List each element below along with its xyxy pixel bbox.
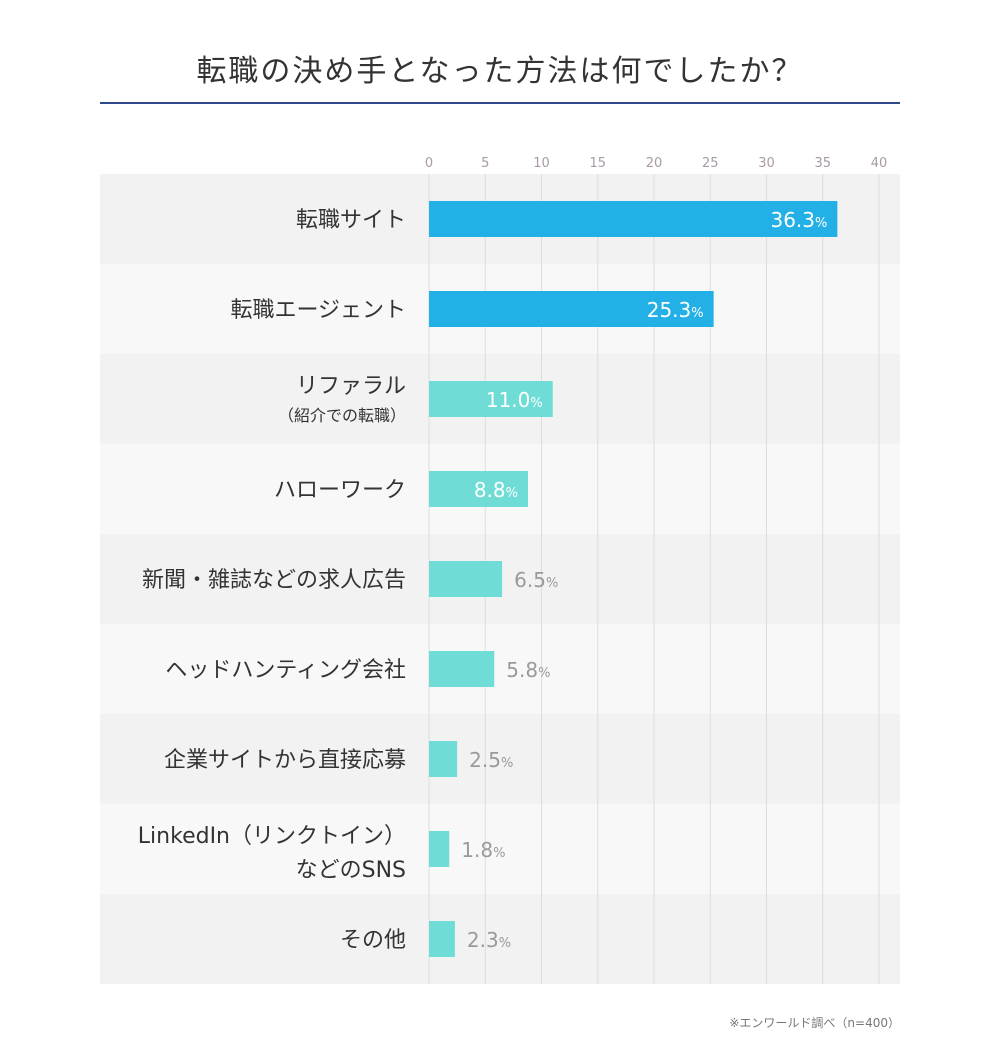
bar <box>429 831 450 867</box>
bar <box>429 561 503 597</box>
category-label: 転職エージェント <box>230 298 406 323</box>
bar <box>429 381 553 417</box>
category-label: （紹介での転職） <box>278 406 406 425</box>
x-tick-label: 5 <box>481 156 489 171</box>
title-underline <box>100 102 900 104</box>
x-tick-label: 20 <box>646 156 663 171</box>
x-tick-label: 35 <box>814 156 831 171</box>
bar <box>429 291 714 327</box>
bar <box>429 921 455 957</box>
x-tick-label: 40 <box>871 156 888 171</box>
value-label: 25.3% <box>647 298 704 322</box>
value-label: 6.5% <box>514 568 558 592</box>
category-label: LinkedIn（リンクトイン） <box>138 824 406 849</box>
category-label: などのSNS <box>296 858 406 883</box>
x-tick-label: 10 <box>533 156 550 171</box>
bar <box>429 471 528 507</box>
category-label: 企業サイトから直接応募 <box>164 748 406 773</box>
category-label: 新聞・雑誌などの求人広告 <box>142 568 406 593</box>
value-label: 8.8% <box>474 478 518 502</box>
x-tick-label: 15 <box>589 156 606 171</box>
bar <box>429 741 458 777</box>
value-label: 11.0% <box>486 388 543 412</box>
x-tick-label: 30 <box>758 156 775 171</box>
bar <box>429 651 495 687</box>
x-tick-label: 25 <box>702 156 719 171</box>
value-label: 36.3% <box>770 208 827 232</box>
category-label: その他 <box>340 928 406 953</box>
category-label: 転職サイト <box>296 208 406 233</box>
bar <box>429 201 838 237</box>
x-tick-label: 0 <box>425 156 433 171</box>
category-label: ハローワーク <box>274 478 406 503</box>
value-label: 2.3% <box>467 928 511 952</box>
category-label: リファラル <box>296 374 406 399</box>
source-footnote: ※エンワールド調べ（n=400） <box>729 1016 900 1030</box>
category-label: ヘッドハンティング会社 <box>165 658 406 683</box>
chart-title: 転職の決め手となった方法は何でしたか？ <box>196 54 804 89</box>
value-label: 2.5% <box>469 748 513 772</box>
value-label: 5.8% <box>506 658 550 682</box>
value-label: 1.8% <box>461 838 505 862</box>
